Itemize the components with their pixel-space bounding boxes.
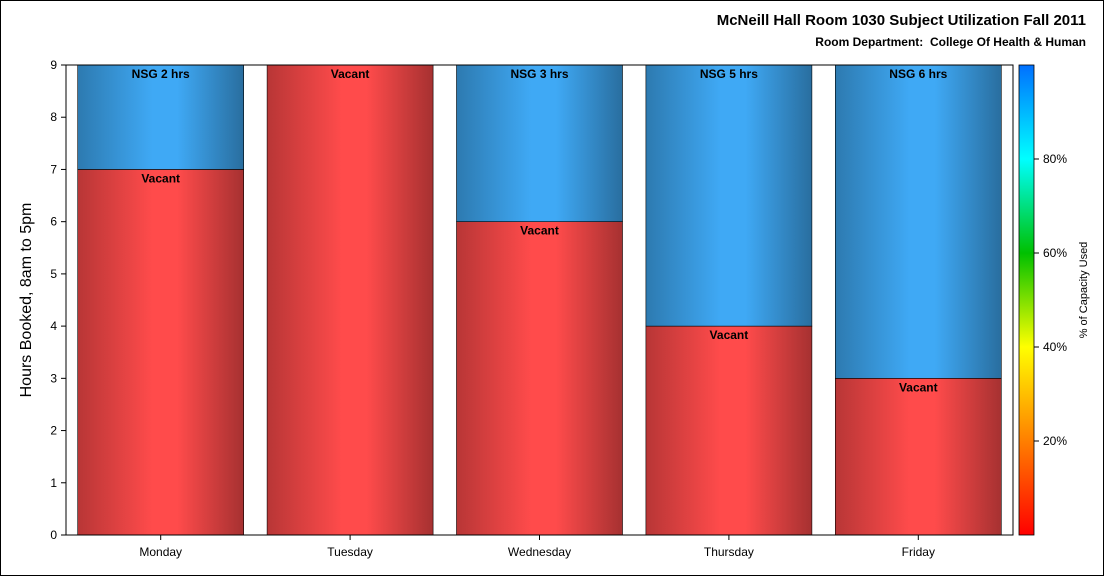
bar-label-thursday-1: NSG 5 hrs xyxy=(700,67,758,81)
colorbar-tick-label: 60% xyxy=(1043,246,1067,260)
bar-segment-tuesday-0 xyxy=(266,64,434,536)
y-tick-label: 1 xyxy=(50,476,57,490)
colorbar-title: % of Capacity Used xyxy=(1078,242,1090,339)
colorbar-tick-label: 40% xyxy=(1043,340,1067,354)
colorbar-tick-label: 80% xyxy=(1043,152,1067,166)
bar-segment-thursday-0 xyxy=(645,325,813,536)
colorbar-group: 20% 40% 60% 80% % of Capacity Used xyxy=(1018,64,1090,536)
axes-group: 0 1 2 3 4 5 6 7 8 9 Monday Tuesday Wednesday Thursday… xyxy=(18,58,1014,559)
colorbar xyxy=(1018,64,1035,536)
x-tick-label-wednesday: Wednesday xyxy=(508,545,571,559)
y-tick-label: 8 xyxy=(50,110,57,124)
bar-segment-thursday-1 xyxy=(645,64,813,327)
y-tick-label: 0 xyxy=(50,528,57,542)
y-tick-label: 2 xyxy=(50,424,57,438)
bar-label-wednesday-0: Vacant xyxy=(520,224,559,238)
bar-label-friday-0: Vacant xyxy=(899,380,938,394)
bar-label-tuesday-0: Vacant xyxy=(331,67,370,81)
bar-segment-friday-0 xyxy=(834,378,1002,536)
bar-segment-monday-1 xyxy=(77,64,244,170)
x-tick-label-monday: Monday xyxy=(139,545,182,559)
y-tick-label: 9 xyxy=(50,58,57,72)
bar-segment-wednesday-0 xyxy=(456,221,623,536)
bars-group: Vacant NSG 2 hrs Vacant Vacant NSG 3 hrs Vaca… xyxy=(77,64,1002,536)
bar-segment-monday-0 xyxy=(77,169,244,536)
chart-subtitle: Room Department: College Of Health & Hum… xyxy=(815,35,1086,49)
y-axis-title: Hours Booked, 8am to 5pm xyxy=(18,203,35,398)
bar-label-friday-1: NSG 6 hrs xyxy=(889,67,947,81)
y-tick-label: 5 xyxy=(50,267,57,281)
x-tick-label-tuesday: Tuesday xyxy=(327,545,373,559)
y-tick-label: 6 xyxy=(50,215,57,229)
colorbar-tick-label: 20% xyxy=(1043,434,1067,448)
bar-segment-friday-1 xyxy=(834,64,1002,379)
bar-label-monday-1: NSG 2 hrs xyxy=(132,67,190,81)
y-tick-label: 7 xyxy=(50,162,57,176)
y-tick-label: 4 xyxy=(50,319,57,333)
bar-label-thursday-0: Vacant xyxy=(710,328,749,342)
bar-segment-wednesday-1 xyxy=(456,64,623,222)
chart-title: McNeill Hall Room 1030 Subject Utilizati… xyxy=(716,12,1086,29)
bar-label-monday-0: Vacant xyxy=(141,171,180,185)
bar-label-wednesday-1: NSG 3 hrs xyxy=(510,67,568,81)
x-tick-label-friday: Friday xyxy=(902,545,935,559)
y-tick-label: 3 xyxy=(50,371,57,385)
x-tick-label-thursday: Thursday xyxy=(704,545,754,559)
